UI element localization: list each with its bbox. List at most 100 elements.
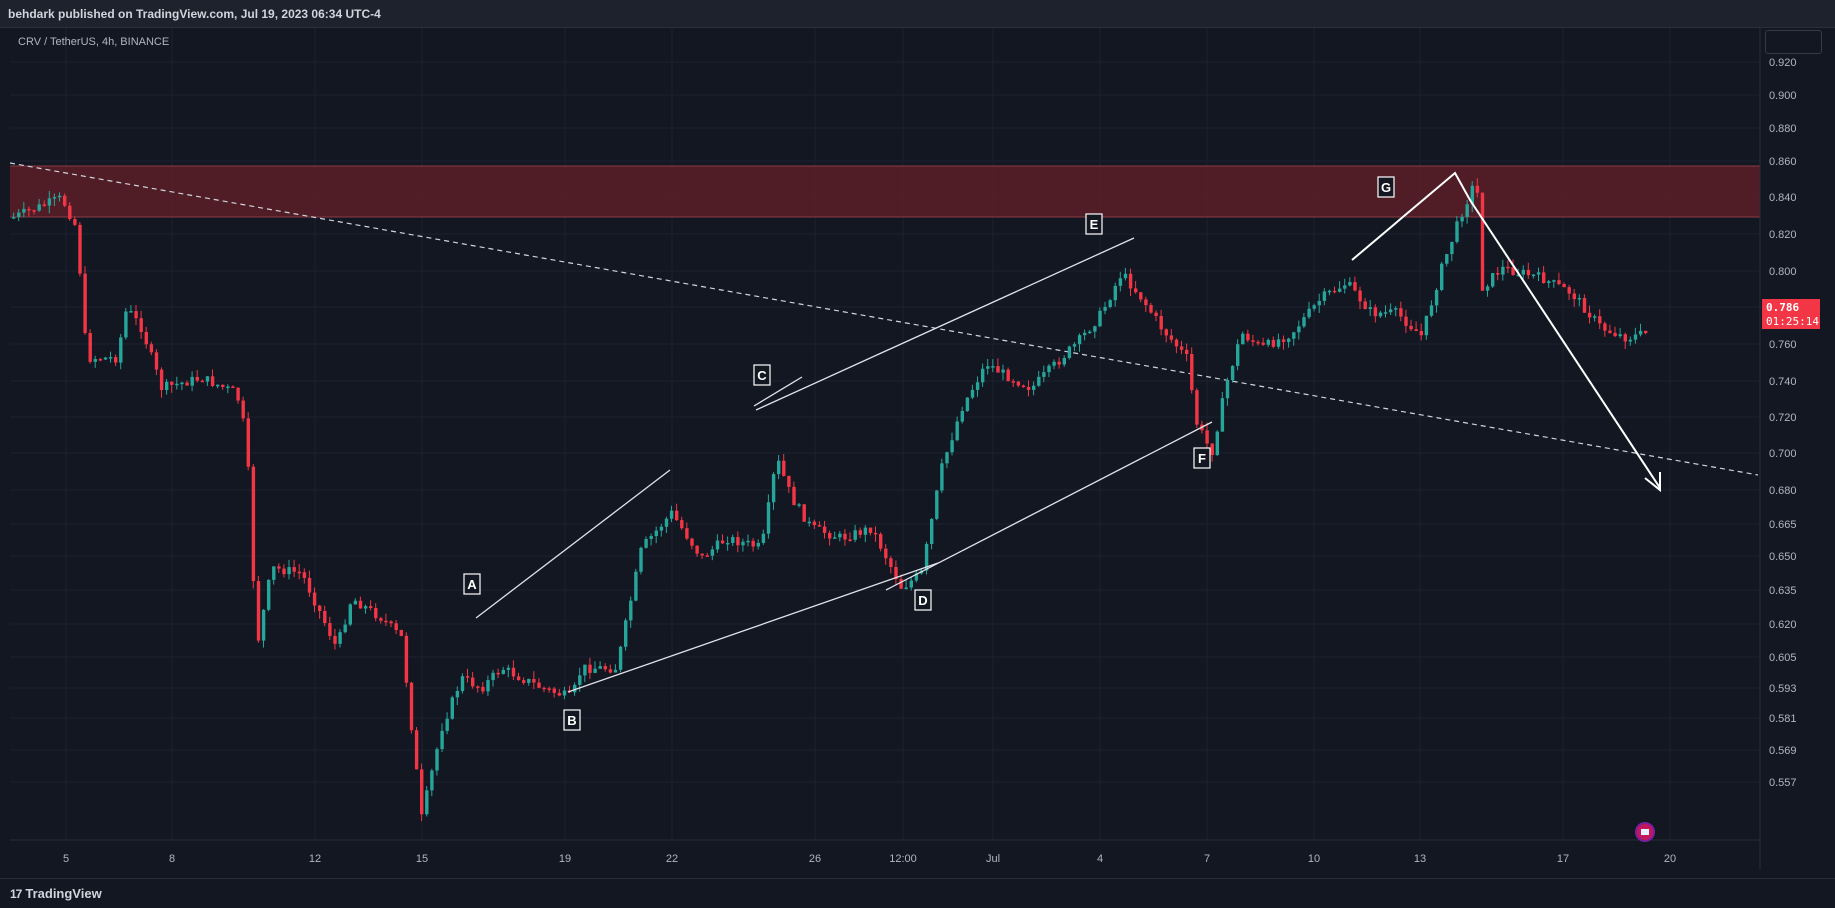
- candle-body: [787, 475, 791, 487]
- candle-body: [557, 692, 562, 696]
- candle-body: [1083, 332, 1087, 336]
- candle-body: [1480, 192, 1485, 291]
- price-tick-label: 0.760: [1769, 339, 1797, 351]
- candle-body: [1205, 430, 1209, 444]
- symbol-info[interactable]: CRV / TetherUS, 4h, BINANCE: [18, 36, 170, 48]
- price-tick-label: 0.680: [1769, 485, 1797, 497]
- candle-body: [323, 610, 327, 624]
- candle-body: [715, 540, 720, 550]
- candle-body: [1491, 273, 1495, 287]
- price-tick-label: 0.880: [1769, 123, 1797, 135]
- price-scale-settings[interactable]: [1765, 30, 1822, 54]
- channel-line-bd: [567, 562, 939, 693]
- candle-body: [975, 382, 980, 390]
- candle-body: [394, 623, 398, 631]
- candle-body: [1409, 325, 1413, 330]
- candle-body: [1251, 340, 1255, 342]
- candle-body: [1312, 305, 1316, 309]
- wave-label-d: D: [914, 589, 932, 611]
- candle-body: [409, 682, 414, 731]
- time-tick-label: 4: [1097, 853, 1103, 865]
- candle-body: [1613, 332, 1617, 337]
- candle-body: [1072, 344, 1077, 347]
- candle-body: [828, 532, 832, 539]
- candle-body: [986, 366, 990, 369]
- candle-body: [1587, 312, 1592, 318]
- candle-body: [1144, 299, 1148, 306]
- time-tick-label: 12:00: [889, 853, 917, 865]
- candle-body: [221, 384, 225, 387]
- candle-body: [1164, 329, 1168, 336]
- candle-body: [522, 680, 526, 683]
- candle-body: [180, 382, 184, 385]
- candle-body: [476, 686, 480, 688]
- price-tick-label: 0.840: [1769, 192, 1797, 204]
- candle-body: [1108, 300, 1112, 307]
- candle-body: [960, 411, 964, 422]
- candle-body: [746, 540, 750, 543]
- candle-body: [1582, 298, 1587, 313]
- candle-body: [981, 368, 985, 383]
- candle-body: [465, 676, 470, 678]
- tradingview-logo[interactable]: 17 TradingView: [10, 886, 102, 901]
- candle-body: [843, 533, 847, 540]
- candle-body: [440, 730, 444, 750]
- candle-body: [1547, 281, 1551, 284]
- price-chart[interactable]: A B C D E F G 0.920 0.900 0.880 0.860 0.840 0.820 0.…: [0, 28, 1835, 878]
- candle-body: [924, 543, 929, 571]
- candle-body: [430, 770, 434, 791]
- channel-line-ac: [475, 469, 671, 619]
- candle-body: [282, 568, 286, 575]
- candle-body: [532, 678, 536, 683]
- wave-label-text: F: [1198, 451, 1206, 466]
- candle-body: [1338, 288, 1342, 292]
- candle-body: [261, 609, 266, 641]
- candle-body: [904, 587, 908, 589]
- candle-body: [1598, 316, 1602, 324]
- candle-body: [506, 667, 511, 670]
- candle-body: [1618, 334, 1622, 337]
- candle-body: [93, 359, 97, 362]
- candle-body: [731, 537, 735, 543]
- candle-body: [1271, 339, 1276, 347]
- candle-body: [1001, 369, 1005, 373]
- time-tick-label: 8: [169, 853, 175, 865]
- candle-body: [547, 688, 551, 690]
- candle-body: [414, 730, 419, 770]
- candle-body: [1378, 312, 1383, 317]
- candle-body: [1103, 306, 1107, 311]
- candle-body: [425, 790, 429, 815]
- channel-line-df: [885, 421, 1213, 591]
- candle-body: [909, 580, 913, 588]
- candle-body: [955, 421, 959, 441]
- candle-body: [445, 718, 449, 731]
- candle-body: [1052, 361, 1056, 366]
- candle-body: [736, 537, 740, 546]
- candle-body: [47, 198, 52, 206]
- wave-label-text: C: [757, 368, 767, 383]
- candle-body: [817, 525, 822, 527]
- candle-body: [1536, 272, 1541, 275]
- chart-area[interactable]: A B C D E F G 0.920 0.900 0.880 0.860 0.840 0.820 0.…: [0, 28, 1835, 878]
- candle-body: [690, 538, 694, 546]
- candle-body: [527, 678, 531, 683]
- candle-body: [1037, 376, 1041, 386]
- candle-body: [292, 567, 296, 572]
- candle-body: [792, 486, 796, 506]
- wave-label-box: [1377, 176, 1395, 198]
- candle-body: [552, 688, 556, 693]
- candle-body: [420, 769, 424, 815]
- candle-body: [481, 686, 485, 692]
- candle-body: [1098, 310, 1102, 327]
- wave-label-box: [563, 709, 581, 731]
- events-flag-icon[interactable]: [1635, 822, 1655, 842]
- candle-body: [1577, 298, 1582, 300]
- candle-body: [879, 533, 883, 549]
- price-tick-label: 0.820: [1769, 229, 1797, 241]
- channel-tick-c: [753, 376, 803, 407]
- candle-body: [404, 635, 409, 683]
- candle-body: [675, 510, 679, 521]
- price-tick-label: 0.569: [1769, 745, 1797, 757]
- candle-body: [1327, 290, 1332, 293]
- candle-body: [578, 675, 582, 685]
